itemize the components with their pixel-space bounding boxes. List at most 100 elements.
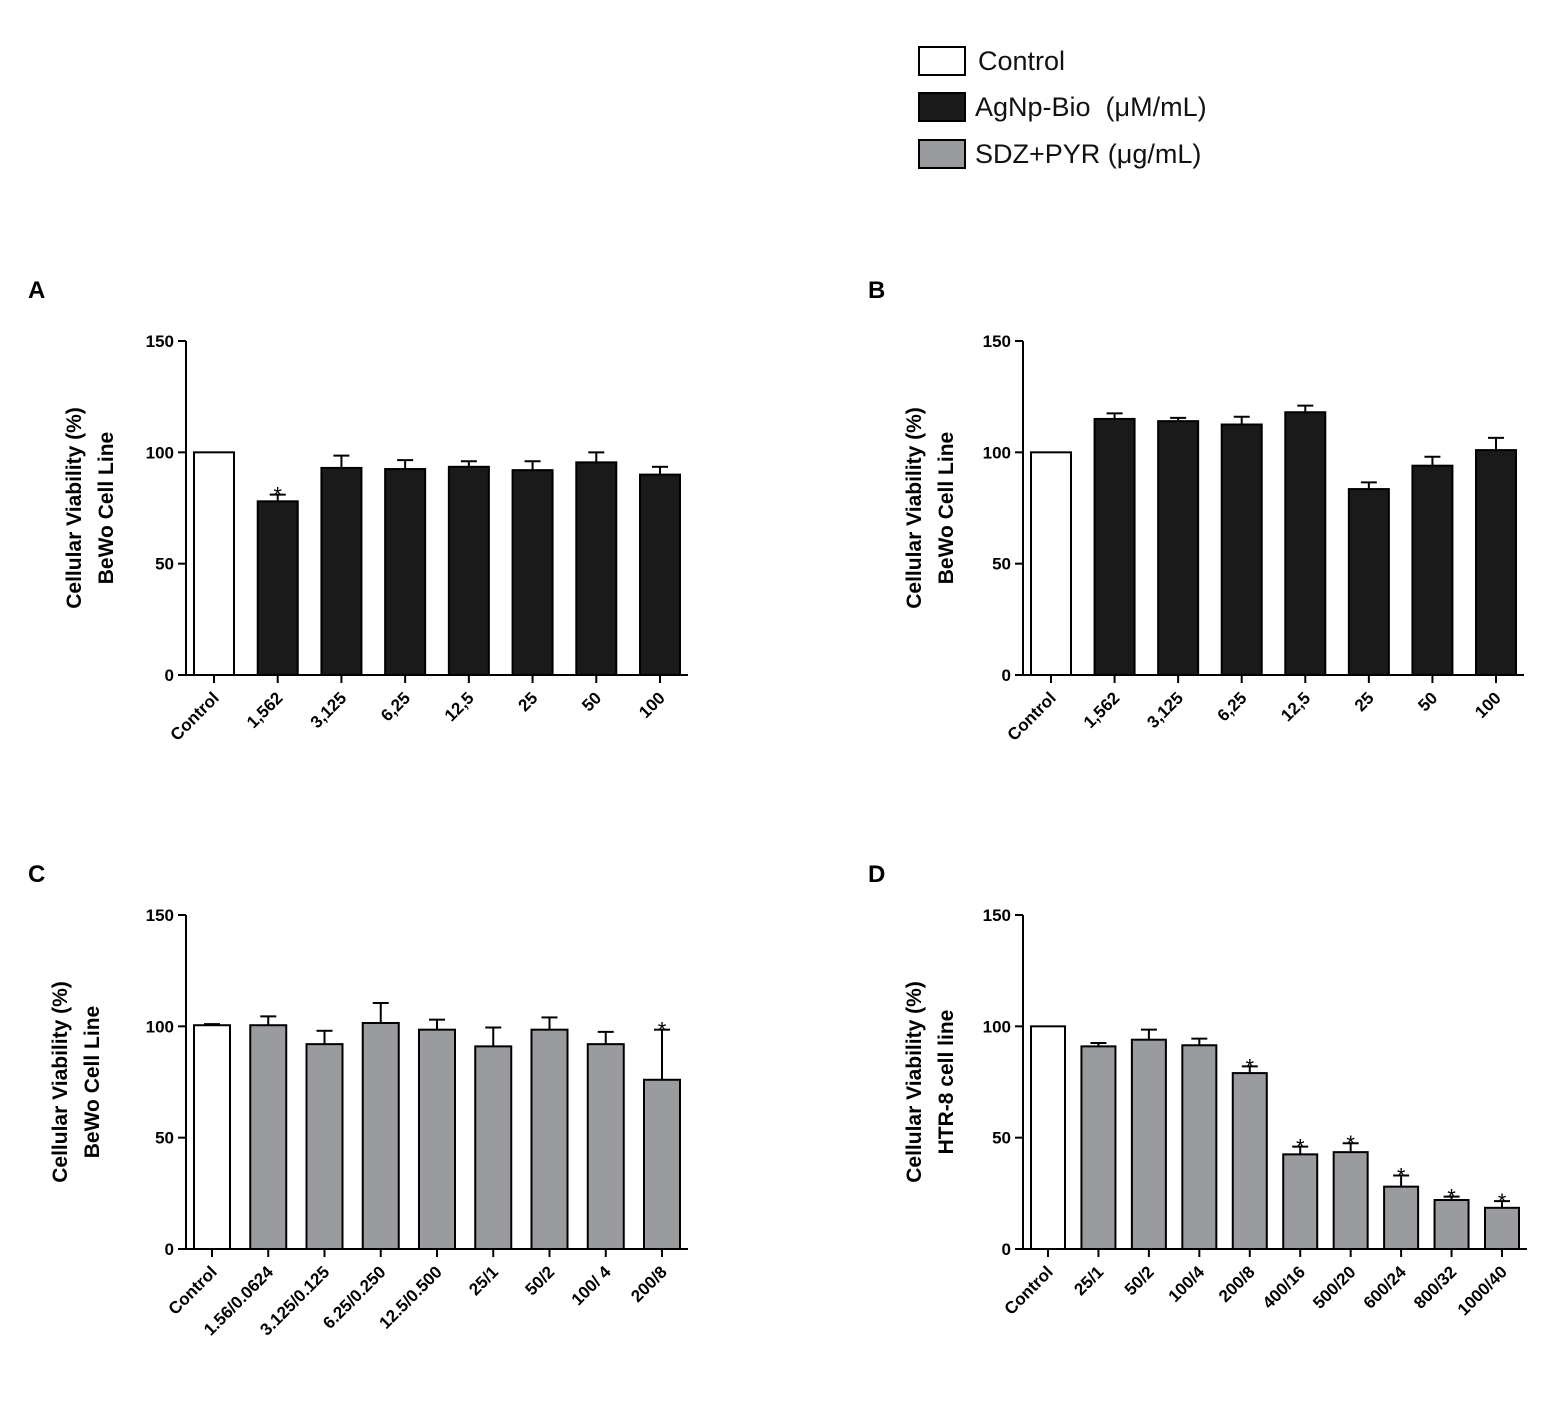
x-category-label: 800/32 — [1410, 1262, 1460, 1312]
bar-6 — [530, 1028, 569, 1250]
bar-0 — [1030, 1025, 1066, 1251]
bar-3 — [1181, 1044, 1218, 1251]
x-category-label: 25/1 — [1070, 1262, 1107, 1299]
bar-7 — [586, 1043, 625, 1250]
y-tick-label: 0 — [1002, 1240, 1011, 1259]
significance-star: * — [1296, 1135, 1305, 1160]
panel-letter: D — [868, 861, 885, 888]
plot-area: 0 50 100 150 Cellular Viability (%) BeWo Cell… — [903, 332, 1524, 745]
bar-3 — [1220, 423, 1263, 676]
significance-star: * — [658, 1018, 667, 1043]
panel-letter: A — [28, 277, 45, 304]
bar-7 — [639, 473, 681, 676]
y-tick-label: 0 — [165, 666, 174, 685]
legend: Control AgNp-Bio (μM/mL) SDZ+PYR (μg/mL) — [918, 46, 1207, 169]
bar-7 — [1383, 1185, 1420, 1250]
legend-swatch-sdz-pyr — [918, 139, 966, 169]
legend-label-sdz-pyr: SDZ+PYR (μg/mL) — [975, 139, 1201, 169]
significance-star: * — [1498, 1189, 1507, 1214]
bar-6 — [1411, 464, 1454, 676]
x-category-label: Control — [165, 1262, 221, 1318]
x-category-label: Control — [1004, 688, 1060, 744]
bar-4 — [418, 1028, 456, 1250]
bar-2 — [320, 466, 363, 677]
y-tick-label: 50 — [992, 1129, 1011, 1148]
y-axis-label-line2: BeWo Cell Line — [95, 432, 118, 584]
bar-8 — [1433, 1199, 1470, 1250]
y-tick-label: 0 — [1002, 666, 1011, 685]
x-category-label: 50/2 — [521, 1262, 558, 1299]
x-category-label: 50 — [578, 688, 605, 715]
y-axis-label-line1: Cellular Viability (%) — [903, 981, 926, 1183]
bar-5 — [474, 1045, 513, 1250]
x-category-label: 200/8 — [627, 1262, 671, 1306]
y-axis-label-line1: Cellular Viability (%) — [63, 407, 86, 609]
significance-star: * — [1346, 1131, 1355, 1156]
legend-label-agnp: AgNp-Bio (μM/mL) — [975, 92, 1207, 122]
bar-1 — [249, 1024, 288, 1250]
bar-4 — [1284, 411, 1327, 676]
y-axis-label-line1: Cellular Viability (%) — [903, 407, 926, 609]
x-category-label: 400/16 — [1259, 1262, 1309, 1312]
x-category-label: 6,25 — [1214, 688, 1251, 725]
x-category-label: 1,562 — [1080, 688, 1124, 732]
panel-a: A 0 50 100 150 Cellular Viability (%) BeWo Ce… — [28, 277, 688, 745]
bar-1 — [256, 500, 299, 676]
y-tick-label: 0 — [165, 1240, 174, 1259]
bar-2 — [305, 1043, 344, 1250]
panel-c: C 0 50 100 150 Cellular Viability (%) BeWo Ce… — [28, 861, 688, 1339]
y-tick-label: 100 — [146, 443, 174, 462]
y-tick-label: 100 — [983, 1017, 1011, 1036]
x-category-label: 100 — [635, 688, 668, 721]
plot-area: 0 50 100 150 Cellular Viability (%) BeWo Cell… — [49, 906, 688, 1339]
bar-7 — [1475, 449, 1517, 676]
plot-area: 0 50 100 150 Cellular Viability (%) HTR-8 cel… — [903, 906, 1527, 1319]
plot-area: 0 50 100 150 Cellular Viability (%) BeWo Cell… — [63, 332, 688, 745]
bar-1 — [1080, 1045, 1117, 1250]
x-category-label: Control — [1001, 1262, 1057, 1318]
y-tick-label: 100 — [983, 443, 1011, 462]
x-category-label: 600/24 — [1360, 1262, 1411, 1313]
x-category-label: 50/2 — [1121, 1262, 1158, 1299]
bar-1 — [1093, 417, 1136, 676]
x-category-label: 6,25 — [377, 688, 414, 725]
significance-star: * — [1447, 1185, 1456, 1210]
x-category-label: 3,125 — [307, 688, 351, 732]
x-category-label: 100/4 — [1165, 1262, 1209, 1306]
bar-6 — [575, 461, 618, 676]
bar-5 — [511, 469, 554, 676]
bar-5 — [1347, 488, 1390, 676]
bar-5 — [1282, 1153, 1319, 1251]
bar-2 — [1157, 420, 1200, 676]
bar-4 — [447, 465, 490, 676]
y-axis-label-line1: Cellular Viability (%) — [49, 981, 72, 1183]
legend-label-control: Control — [978, 46, 1065, 76]
bar-0 — [1030, 451, 1072, 677]
panel-letter: C — [28, 861, 45, 888]
bar-8 — [643, 1078, 681, 1250]
bar-4 — [1231, 1072, 1268, 1251]
x-category-label: 50 — [1414, 688, 1441, 715]
bar-6 — [1332, 1151, 1369, 1251]
y-axis-label-line2: BeWo Cell Line — [81, 1006, 104, 1158]
bar-0 — [193, 1024, 231, 1250]
x-category-label: 3,125 — [1143, 688, 1187, 732]
y-tick-label: 50 — [155, 555, 174, 574]
x-category-label: Control — [167, 688, 223, 744]
y-tick-label: 100 — [146, 1017, 174, 1036]
x-category-label: 25 — [515, 688, 542, 715]
x-category-label: 100/ 4 — [568, 1262, 615, 1309]
y-tick-label: 150 — [983, 906, 1011, 925]
x-category-label: 25/1 — [465, 1262, 502, 1299]
x-category-label: 12,5 — [1277, 688, 1314, 725]
panel-d: D 0 50 100 150 Cellular Viability (%) HTR-8 c… — [868, 861, 1527, 1319]
panel-b: B 0 50 100 150 Cellular Viability (%) BeWo Ce… — [868, 277, 1524, 745]
y-tick-label: 50 — [155, 1129, 174, 1148]
legend-swatch-control — [918, 46, 966, 76]
y-tick-label: 150 — [146, 332, 174, 351]
x-category-label: 200/8 — [1215, 1262, 1259, 1306]
x-category-label: 1,562 — [243, 688, 287, 732]
y-axis-label-line2: HTR-8 cell line — [935, 1010, 958, 1155]
x-category-label: 25 — [1351, 688, 1378, 715]
panel-letter: B — [868, 277, 885, 304]
